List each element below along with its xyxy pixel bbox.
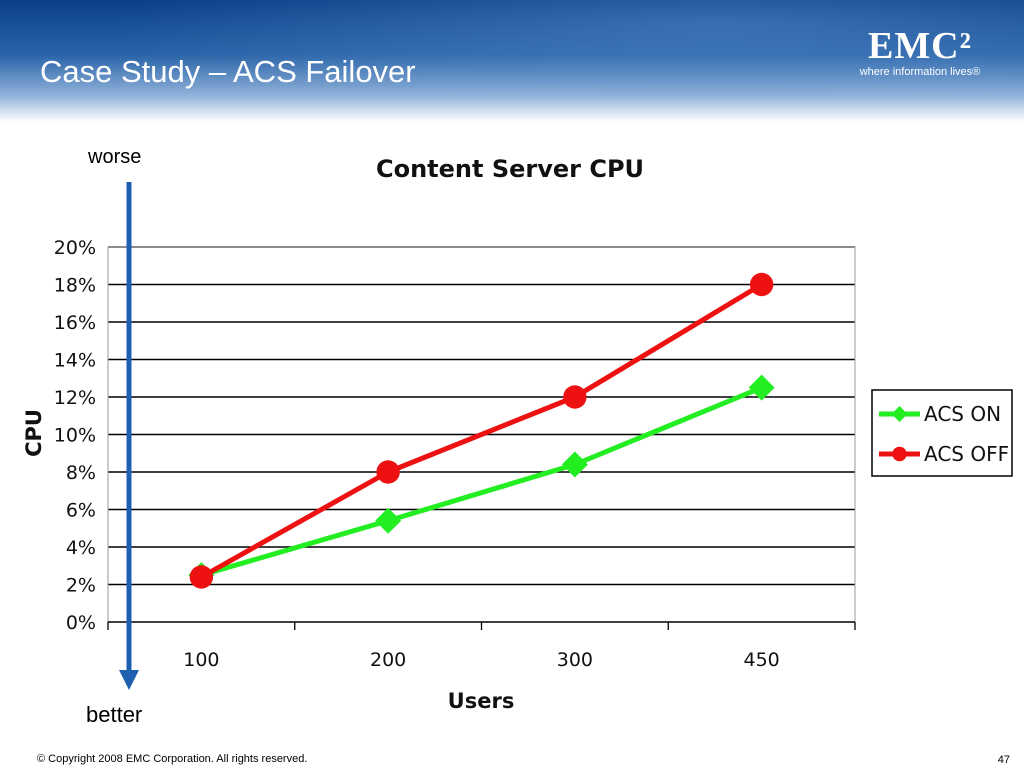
worse-label: worse [88,146,142,168]
series-line [200,282,763,580]
series-acs-on [188,374,775,589]
x-tick-label: 300 [557,649,593,671]
better-label: better [86,702,143,727]
y-tick-label: 6% [66,500,96,522]
data-point [189,565,214,589]
y-tick-label: 16% [54,312,96,334]
footer-copyright: © Copyright 2008 EMC Corporation. All ri… [37,753,308,765]
legend-label: ACS OFF [924,442,1009,466]
data-point [748,374,775,401]
legend-marker [891,406,908,422]
y-tick-label: 8% [66,462,96,484]
y-axis-title: CPU [22,409,46,457]
data-point [561,451,588,478]
y-axis-ticks: 0% 2% 4% 6% 8% 10% 12% 14% 16% 18% 20% [54,237,96,634]
legend-box [871,389,1013,477]
y-tick-label: 10% [54,425,96,447]
header-glow [0,0,1024,122]
slide-title: Case Study – ACS Failover [40,54,416,89]
y-tick-label: 2% [66,575,96,597]
logo-mark: EMC² [867,25,973,67]
data-point [749,272,774,297]
data-point [376,460,400,484]
series-acs-off [189,272,774,589]
x-tick-label: 200 [370,649,406,671]
x-tick-label: 100 [183,649,219,671]
series-layer [188,272,775,589]
data-point [375,507,402,534]
y-tick-label: 18% [54,275,96,297]
x-axis: 100 200 300 450 [107,621,856,671]
emc-logo: EMC² where information lives® [850,26,990,78]
y-tick-label: 12% [54,387,96,409]
legend: ACS ON ACS OFF [871,389,1013,477]
y-tick-label: 14% [54,350,96,372]
x-tick-label: 450 [743,649,779,671]
chart-title: Content Server CPU [376,155,644,183]
series-line [200,385,763,578]
legend-items: ACS ON ACS OFF [879,402,1009,466]
legend-marker [892,446,907,462]
logo-tagline: where information lives® [859,66,981,78]
legend-label: ACS ON [924,402,1001,426]
page-number: 47 [997,754,1010,766]
x-axis-title: Users [448,689,515,713]
y-tick-label: 0% [66,612,96,634]
worse-better-arrow [119,182,139,690]
data-point [563,385,587,409]
y-tick-label: 4% [66,537,96,559]
y-tick-label: 20% [54,237,96,259]
arrow-head [119,670,139,690]
slide-header: Case Study – ACS Failover EMC² where inf… [0,0,1024,122]
